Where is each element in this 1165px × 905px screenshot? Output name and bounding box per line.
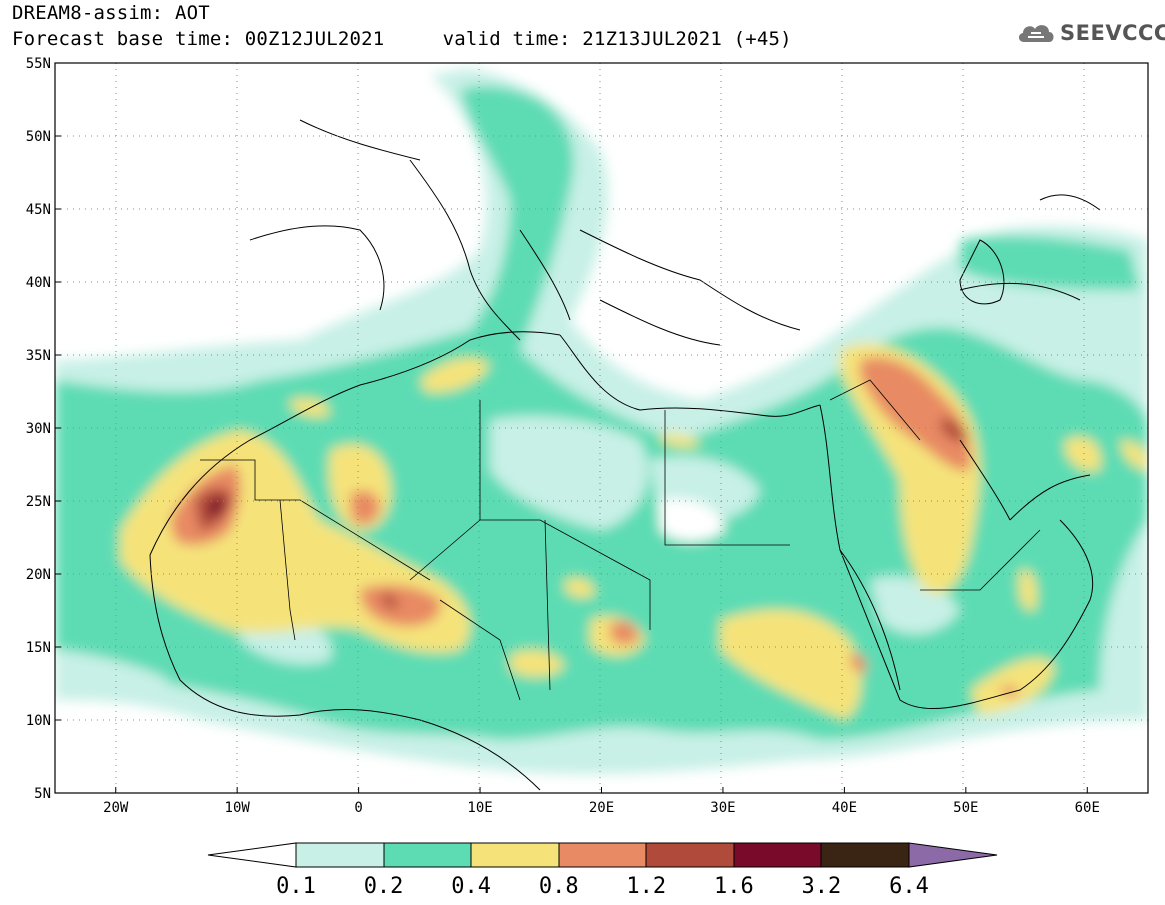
lon-tick-label: 10W xyxy=(225,800,251,816)
colorbar-label: 0.8 xyxy=(539,874,579,899)
lat-tick-label: 40N xyxy=(26,275,51,291)
colorbar-label: 3.2 xyxy=(802,874,842,899)
lon-tick-label: 10E xyxy=(467,800,492,816)
colorbar-labels: 0.1 0.2 0.4 0.8 1.2 1.6 3.2 6.4 xyxy=(276,874,929,899)
colorbar-segment-5 xyxy=(645,842,735,868)
colorbar-low-arrow xyxy=(207,842,297,868)
lat-tick-label: 25N xyxy=(26,494,51,510)
lat-tick-label: 30N xyxy=(26,421,51,437)
lat-tick-label: 45N xyxy=(26,202,51,218)
colorbar-label: 6.4 xyxy=(889,874,929,899)
lat-tick-label: 5N xyxy=(34,786,51,802)
colorbar-high-arrow xyxy=(908,842,998,868)
colorbar-label: 0.1 xyxy=(276,874,316,899)
seevccc-logo: SEEVCCC xyxy=(1016,20,1165,46)
colorbar-segment-4 xyxy=(558,842,647,868)
country-borders xyxy=(200,379,1041,701)
map-title: DREAM8-assim: AOT xyxy=(12,2,210,24)
lat-tick-label: 15N xyxy=(26,640,51,656)
colorbar-label: 0.2 xyxy=(364,874,404,899)
colorbar xyxy=(207,842,998,868)
graticule xyxy=(55,63,1148,793)
lon-tick-label: 40E xyxy=(832,800,857,816)
lon-tick-label: 50E xyxy=(953,800,978,816)
lat-tick-label: 55N xyxy=(26,56,51,72)
coastlines xyxy=(149,119,1101,791)
lon-tick-label: 20E xyxy=(589,800,614,816)
lat-tick-label: 50N xyxy=(26,129,51,145)
colorbar-label: 0.4 xyxy=(451,874,491,899)
lat-tick-label: 20N xyxy=(26,567,51,583)
lat-tick-label: 10N xyxy=(26,713,51,729)
colorbar-segment-7 xyxy=(820,842,910,868)
logo-text: SEEVCCC xyxy=(1060,21,1165,45)
colorbar-label: 1.6 xyxy=(714,874,754,899)
lon-tick-label: 30E xyxy=(710,800,735,816)
lon-tick-label: 60E xyxy=(1075,800,1100,816)
colorbar-label: 1.2 xyxy=(626,874,666,899)
lat-tick-label: 35N xyxy=(26,348,51,364)
colorbar-segment-3 xyxy=(470,842,560,868)
cloud-icon xyxy=(1018,25,1054,42)
forecast-times: Forecast base time: 00Z12JUL2021 valid t… xyxy=(12,28,792,50)
lon-tick-label: 20W xyxy=(103,800,129,816)
axis-ticks: 20W 10W 0 10E 20E 30E 40E 50E 60E 5N 10N 15N 20N 25N 3… xyxy=(26,56,1100,816)
colorbar-segment-2 xyxy=(383,842,472,868)
colorbar-segment-1 xyxy=(295,842,385,868)
aot-field xyxy=(55,63,1148,793)
lon-tick-label: 0 xyxy=(354,800,362,816)
colorbar-segment-6 xyxy=(733,842,822,868)
